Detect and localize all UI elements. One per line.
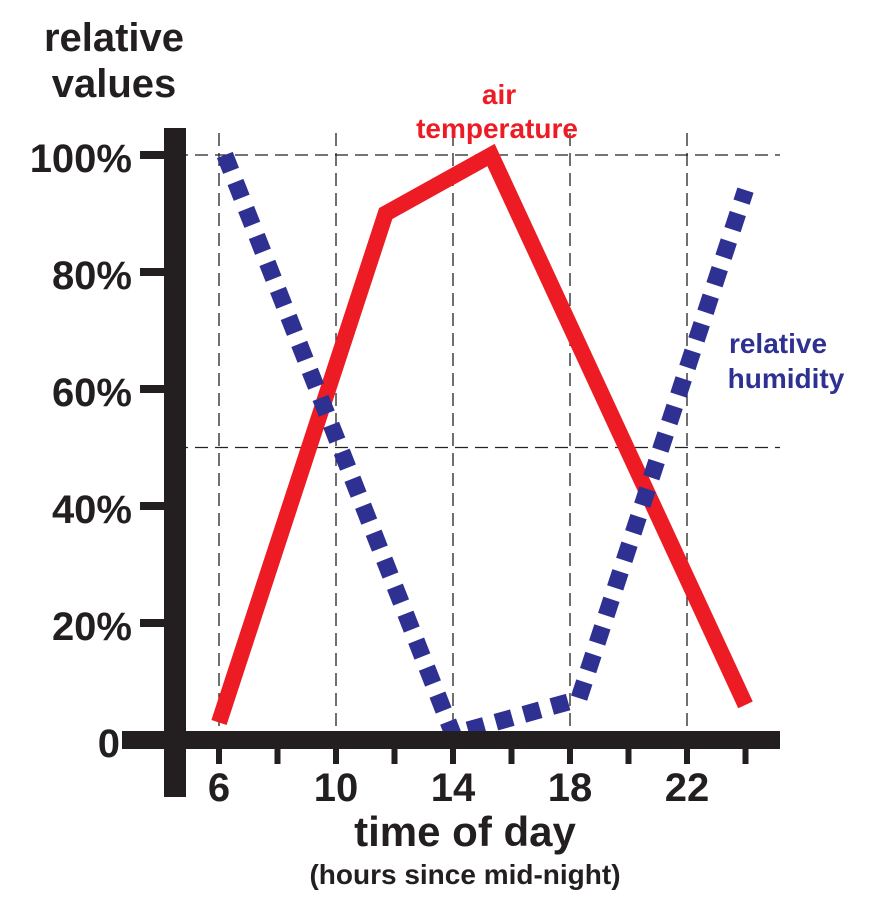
series-line-relative-humidity xyxy=(216,151,754,745)
y-tick-label-80: 80% xyxy=(52,254,132,298)
x-tick-10 xyxy=(333,740,339,764)
y-tick-label-100: 100% xyxy=(30,137,132,181)
x-tick-label-14: 14 xyxy=(431,766,476,810)
x-axis-title: time of day xyxy=(354,808,576,855)
y-tick-label-20: 20% xyxy=(52,605,132,649)
x-tick-24 xyxy=(742,740,749,764)
y-tick-label-0: 0 xyxy=(98,722,120,766)
series-label-air-temperature-line-1: air xyxy=(482,79,516,110)
x-tick-label-6: 6 xyxy=(208,766,230,810)
series-line-air-temperature xyxy=(211,143,753,725)
x-tick-12 xyxy=(391,740,398,764)
axes xyxy=(122,128,780,797)
x-tick-8 xyxy=(274,740,281,764)
x-tick-16 xyxy=(508,740,515,764)
x-tick-22 xyxy=(684,740,690,764)
y-tick-60 xyxy=(140,385,170,393)
y-tick-label-60: 60% xyxy=(52,371,132,415)
y-tick-100 xyxy=(140,151,170,159)
x-tick-label-22: 22 xyxy=(665,766,710,810)
x-tick-18 xyxy=(567,740,573,764)
x-axis-subtitle: (hours since mid-night) xyxy=(309,859,620,890)
series-lines xyxy=(211,143,754,745)
y-axis-title-line-2: values xyxy=(52,62,177,106)
y-tick-label-40: 40% xyxy=(52,488,132,532)
x-tick-label-18: 18 xyxy=(548,766,593,810)
series-label-relative-humidity-line-1: relative xyxy=(729,328,827,359)
y-tick-80 xyxy=(140,268,170,276)
x-tick-6 xyxy=(216,740,222,764)
x-tick-14 xyxy=(450,740,456,764)
y-tick-40 xyxy=(140,502,170,510)
y-axis-title-line-1: relative xyxy=(44,16,184,60)
grid-lines xyxy=(175,133,780,740)
y-axis-line xyxy=(164,128,186,797)
x-tick-label-10: 10 xyxy=(314,766,359,810)
x-tick-20 xyxy=(625,740,632,764)
labels: 020%40%60%80%100%6 10 14 18 22relativevalues… xyxy=(30,16,845,890)
y-tick-20 xyxy=(140,619,170,627)
series-label-air-temperature-line-2: temperature xyxy=(416,113,578,144)
series-label-relative-humidity-line-2: humidity xyxy=(728,363,845,394)
